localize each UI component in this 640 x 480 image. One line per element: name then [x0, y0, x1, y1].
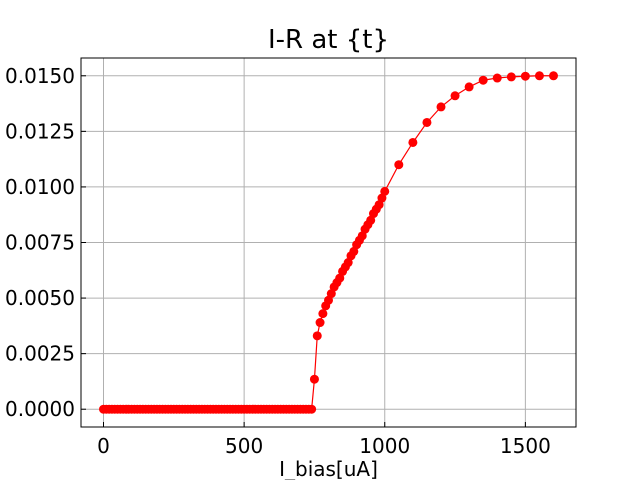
axis-ticks: 0 500 1000 1500 0.0000 0.0025 0.0050 0.0075 0.01… [5, 64, 551, 458]
series-layer [99, 71, 558, 414]
y-tick-label: 0.0025 [5, 342, 75, 366]
chart-title: I-R at {t} [268, 25, 389, 55]
y-tick-label: 0.0125 [5, 119, 75, 143]
data-point [534, 71, 544, 81]
y-tick-label: 0.0075 [5, 231, 75, 255]
data-point [312, 331, 322, 341]
x-axis-label: I_bias[uA] [279, 457, 378, 480]
data-point [380, 186, 390, 196]
data-point [315, 318, 325, 328]
data-point [309, 374, 319, 384]
y-tick-label: 0.0100 [5, 175, 75, 199]
data-point [478, 75, 488, 85]
data-point [520, 71, 530, 81]
data-point [318, 309, 328, 319]
x-tick-label: 1000 [359, 434, 410, 458]
y-tick-label: 0.0000 [5, 397, 75, 421]
data-point [436, 102, 446, 112]
data-point [422, 117, 432, 127]
x-tick-label: 500 [225, 434, 263, 458]
data-point [506, 72, 516, 82]
y-tick-label: 0.0150 [5, 64, 75, 88]
data-point [307, 404, 317, 414]
x-tick-label: 1500 [500, 434, 551, 458]
data-point [549, 71, 558, 81]
y-tick-label: 0.0050 [5, 286, 75, 310]
data-point [492, 73, 502, 83]
data-point [450, 91, 460, 101]
grid [81, 58, 576, 427]
data-point [394, 160, 404, 170]
data-point [464, 82, 474, 92]
data-point [408, 137, 418, 147]
x-tick-label: 0 [97, 434, 110, 458]
